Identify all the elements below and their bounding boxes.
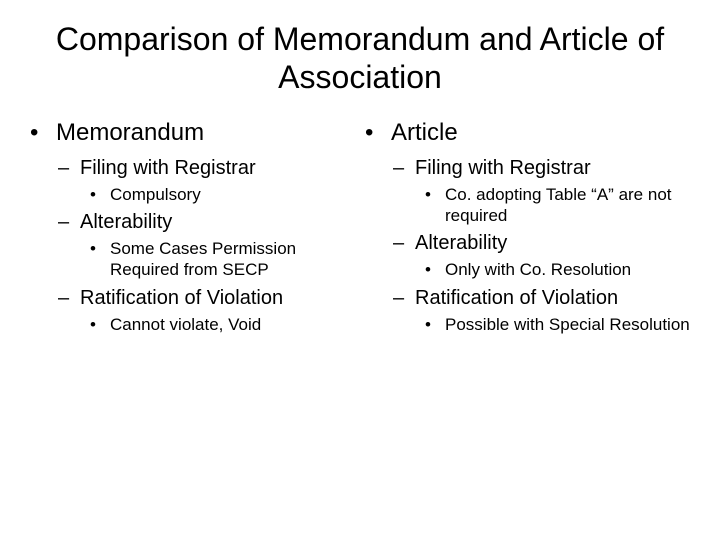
bullet-icon: •: [90, 238, 110, 259]
left-s1-p1: Compulsory: [110, 184, 355, 205]
left-s2-p1: Some Cases Permission Required from SECP: [110, 238, 355, 281]
left-s2-p1-row: • Some Cases Permission Required from SE…: [90, 238, 355, 281]
dash-icon: –: [58, 211, 80, 234]
right-s2-row: – Alterability: [393, 232, 690, 255]
left-heading-row: • Memorandum: [30, 119, 355, 147]
left-s3-heading: Ratification of Violation: [80, 287, 355, 310]
right-column: • Article – Filing with Registrar • Co. …: [365, 115, 690, 339]
right-heading: Article: [391, 119, 690, 147]
right-s1-row: – Filing with Registrar: [393, 157, 690, 180]
right-heading-row: • Article: [365, 119, 690, 147]
dash-icon: –: [58, 157, 80, 180]
columns: • Memorandum – Filing with Registrar • C…: [30, 115, 690, 339]
bullet-icon: •: [365, 119, 391, 147]
dash-icon: –: [393, 157, 415, 180]
right-s1-p1-row: • Co. adopting Table “A” are not require…: [425, 184, 690, 227]
right-s3-heading: Ratification of Violation: [415, 287, 690, 310]
bullet-icon: •: [425, 314, 445, 335]
left-column: • Memorandum – Filing with Registrar • C…: [30, 115, 355, 339]
left-s1-heading: Filing with Registrar: [80, 157, 355, 180]
bullet-icon: •: [425, 184, 445, 205]
left-s2-heading: Alterability: [80, 211, 355, 234]
right-s1-heading: Filing with Registrar: [415, 157, 690, 180]
right-s1-p1: Co. adopting Table “A” are not required: [445, 184, 690, 227]
bullet-icon: •: [90, 184, 110, 205]
right-s2-p1-row: • Only with Co. Resolution: [425, 259, 690, 280]
slide-title: Comparison of Memorandum and Article of …: [30, 20, 690, 97]
left-s3-row: – Ratification of Violation: [58, 287, 355, 310]
left-s2-row: – Alterability: [58, 211, 355, 234]
right-s3-p1-row: • Possible with Special Resolution: [425, 314, 690, 335]
slide: Comparison of Memorandum and Article of …: [0, 0, 720, 540]
left-heading: Memorandum: [56, 119, 355, 147]
bullet-icon: •: [425, 259, 445, 280]
dash-icon: –: [393, 232, 415, 255]
left-s3-p1-row: • Cannot violate, Void: [90, 314, 355, 335]
dash-icon: –: [393, 287, 415, 310]
bullet-icon: •: [90, 314, 110, 335]
left-s3-p1: Cannot violate, Void: [110, 314, 355, 335]
dash-icon: –: [58, 287, 80, 310]
right-s2-heading: Alterability: [415, 232, 690, 255]
left-s1-p1-row: • Compulsory: [90, 184, 355, 205]
right-s2-p1: Only with Co. Resolution: [445, 259, 690, 280]
right-s3-row: – Ratification of Violation: [393, 287, 690, 310]
bullet-icon: •: [30, 119, 56, 147]
right-s3-p1: Possible with Special Resolution: [445, 314, 690, 335]
left-s1-row: – Filing with Registrar: [58, 157, 355, 180]
